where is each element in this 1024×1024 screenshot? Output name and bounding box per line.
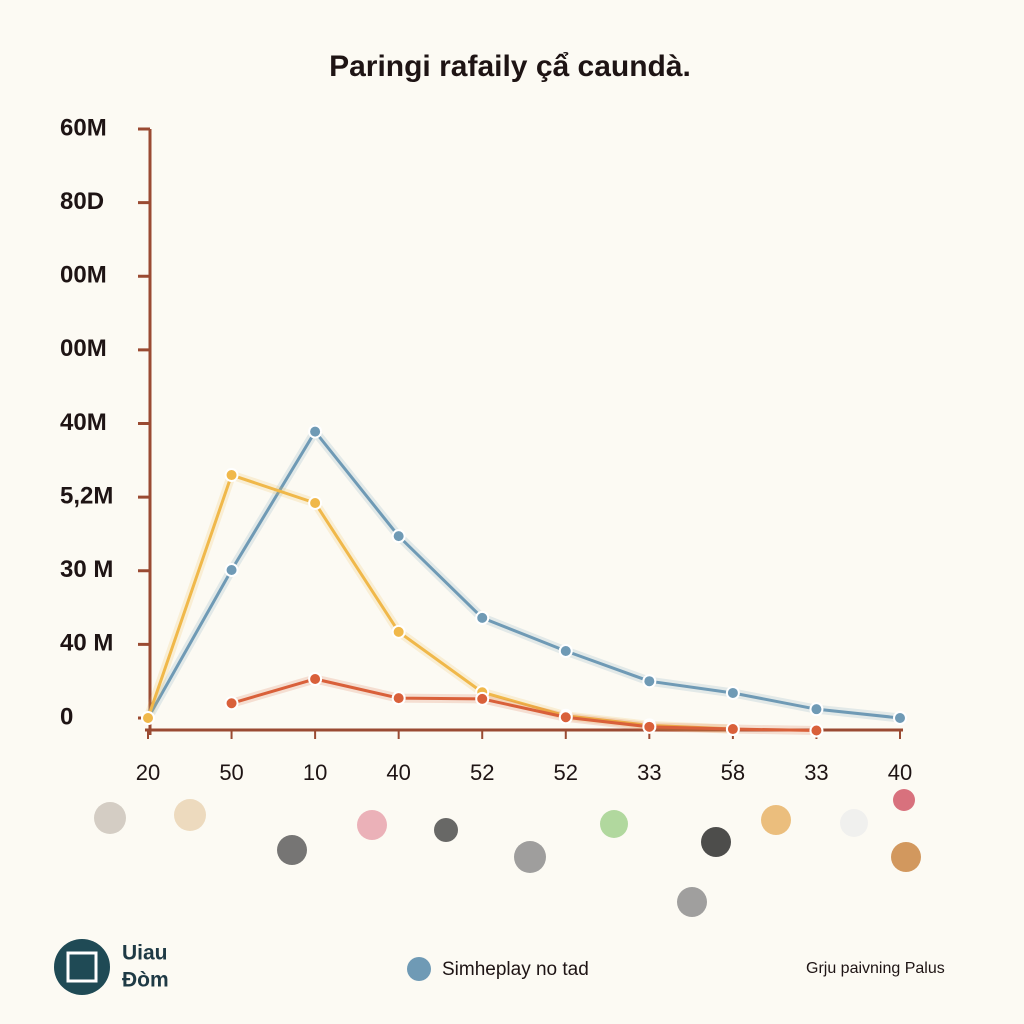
y-tick-label: 30 M [60, 556, 113, 583]
point [391, 624, 406, 639]
icon [94, 802, 126, 834]
x-tick-label: 50 [219, 760, 243, 785]
logo-text: Đòm [122, 969, 169, 992]
y-tick-label: 5,2M [60, 482, 113, 509]
point [475, 691, 490, 706]
series-line [146, 473, 733, 731]
icon [701, 827, 731, 857]
line-glow [143, 469, 734, 734]
logo-badge [54, 939, 110, 995]
icon [514, 841, 546, 873]
logo-text: Uiau [122, 942, 168, 965]
y-tick-label: 80D [60, 188, 104, 215]
animal-icons [94, 789, 921, 917]
icon [357, 810, 387, 840]
x-tick-label: 52 [470, 760, 494, 785]
icon [277, 835, 307, 865]
logo-icon [66, 951, 98, 983]
x-tick-label: 33 [804, 760, 828, 785]
series-line [146, 428, 901, 720]
icon [840, 809, 868, 837]
icon [677, 887, 707, 917]
icon [893, 789, 915, 811]
legend-swatch [407, 957, 431, 981]
point [141, 711, 155, 725]
x-tick-label: 20 [136, 760, 160, 785]
point [809, 702, 824, 717]
point [642, 719, 657, 734]
x-tick-label: 40 [386, 760, 410, 785]
caption: Grju paivning Palus [806, 960, 945, 977]
x-tick-label: 40 [888, 760, 912, 785]
x-tick-label: 10 [303, 760, 327, 785]
point [308, 424, 323, 439]
point [391, 691, 406, 706]
y-tick-label: 60M [60, 114, 107, 141]
point [224, 563, 239, 578]
x-tick-label: 52 [554, 760, 578, 785]
icon [434, 818, 458, 842]
icon [600, 810, 628, 838]
point [725, 685, 740, 700]
line-glow [230, 674, 817, 736]
point [308, 671, 323, 686]
point [558, 710, 573, 725]
point [391, 529, 406, 544]
point [642, 674, 657, 689]
icon [891, 842, 921, 872]
point [809, 723, 824, 738]
point [224, 696, 239, 711]
point [725, 722, 740, 737]
x-tick-label: 5́8 [721, 760, 745, 785]
point [893, 711, 907, 725]
logo: Uiau Đòm [54, 939, 169, 995]
legend-label: Simheplay no tad [442, 959, 589, 980]
line-glow [144, 423, 901, 723]
point [558, 644, 573, 659]
y-tick-label: 40M [60, 409, 107, 436]
point [224, 468, 239, 483]
series-line [231, 677, 817, 733]
x-tick-label: 33 [637, 760, 661, 785]
point [308, 496, 323, 511]
y-tick-label: 00M [60, 335, 107, 362]
chart-title: Paringi rafaily çẩ caundà. [329, 50, 691, 83]
y-tick-label: 40 M [60, 630, 113, 657]
icon [761, 805, 791, 835]
y-tick-label: 0 [60, 703, 73, 730]
y-tick-label: 00M [60, 262, 107, 289]
point [475, 610, 490, 625]
icon [174, 799, 206, 831]
